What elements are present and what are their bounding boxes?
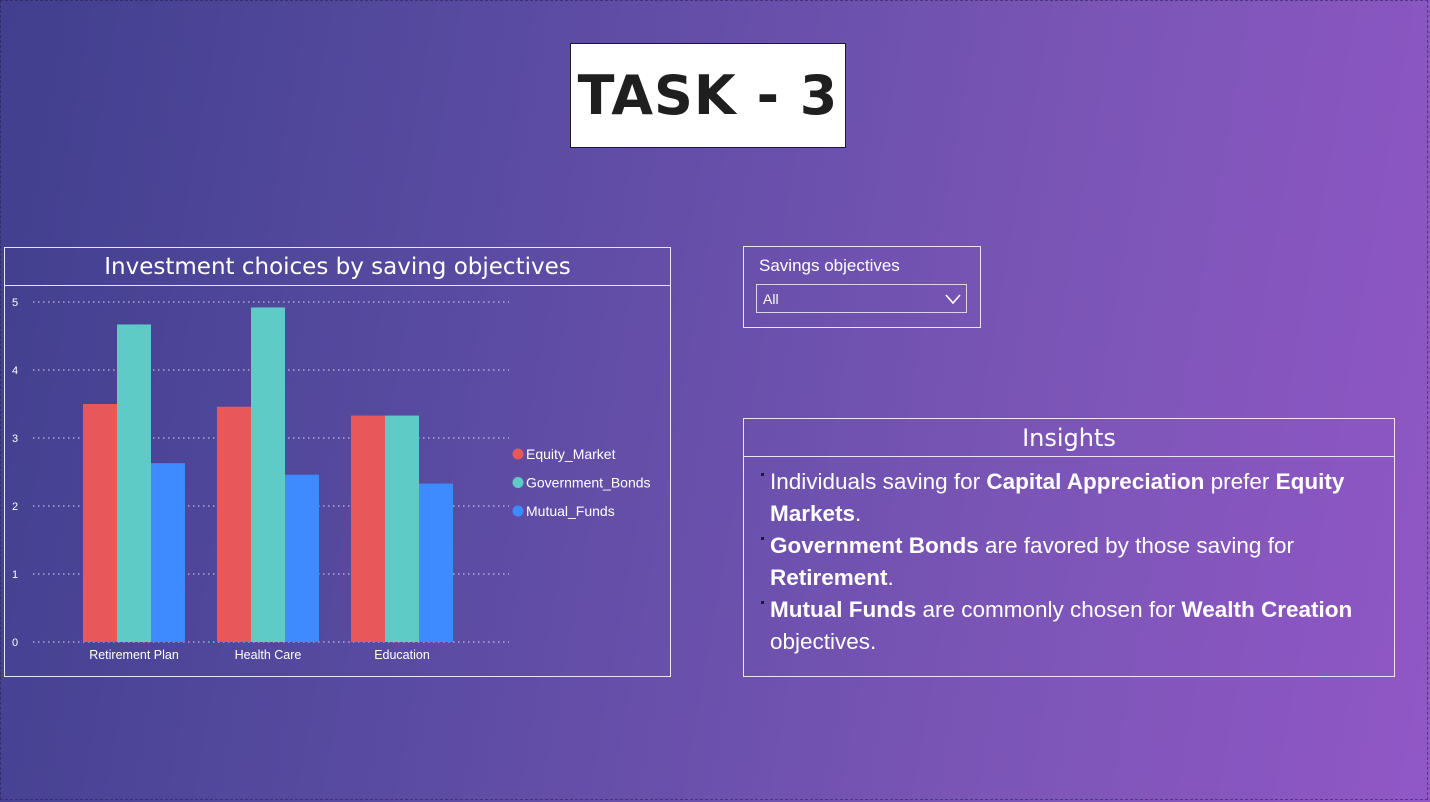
insights-panel: Insights Individuals saving for Capital …: [743, 418, 1395, 677]
investment-chart-visual[interactable]: Investment choices by saving objectives …: [4, 247, 671, 677]
chart-header: Investment choices by saving objectives: [5, 248, 670, 286]
legend-marker: [512, 448, 524, 460]
insights-header: Insights: [744, 419, 1394, 457]
insights-title: Insights: [1022, 423, 1116, 452]
savings-objectives-slicer[interactable]: Savings objectives All: [743, 246, 981, 328]
bar-chart: 0 1 2 3 4 5 Retirement Plan Health Care Educatio…: [12, 297, 651, 662]
legend-marker: [512, 505, 524, 517]
legend-label: Government_Bonds: [526, 475, 651, 491]
bar: [151, 463, 185, 642]
bar: [217, 406, 251, 642]
page-title: TASK - 3: [577, 64, 839, 127]
bar: [83, 404, 117, 642]
bar: [419, 483, 453, 642]
bar: [351, 415, 385, 642]
x-tick-label: Education: [374, 648, 430, 662]
page-title-box: TASK - 3: [570, 43, 846, 148]
y-tick-label: 3: [12, 433, 18, 445]
slicer-selected-value: All: [763, 291, 779, 307]
insight-item: Government Bonds are favored by those sa…: [761, 530, 1384, 594]
bar: [251, 307, 285, 642]
y-tick-label: 1: [12, 569, 18, 581]
y-tick-label: 2: [12, 501, 18, 513]
y-tick-label: 5: [12, 297, 18, 309]
legend-label: Equity_Market: [526, 446, 616, 462]
y-tick-label: 0: [12, 637, 18, 649]
bar: [285, 474, 319, 642]
chart-title: Investment choices by saving objectives: [104, 253, 571, 280]
slicer-label: Savings objectives: [759, 256, 900, 275]
slicer-dropdown[interactable]: All: [756, 284, 967, 313]
x-tick-label: Health Care: [235, 648, 302, 662]
legend-marker: [512, 477, 524, 488]
legend-label: Mutual_Funds: [526, 503, 615, 519]
insights-list: Individuals saving for Capital Appreciat…: [744, 457, 1394, 658]
insight-item: Individuals saving for Capital Appreciat…: [761, 466, 1384, 530]
chevron-down-icon[interactable]: [944, 290, 962, 308]
bar: [117, 324, 151, 642]
x-tick-label: Retirement Plan: [89, 648, 179, 662]
bar: [385, 415, 419, 642]
y-tick-label: 4: [12, 365, 18, 377]
insight-item: Mutual Funds are commonly chosen for Wea…: [761, 594, 1384, 658]
